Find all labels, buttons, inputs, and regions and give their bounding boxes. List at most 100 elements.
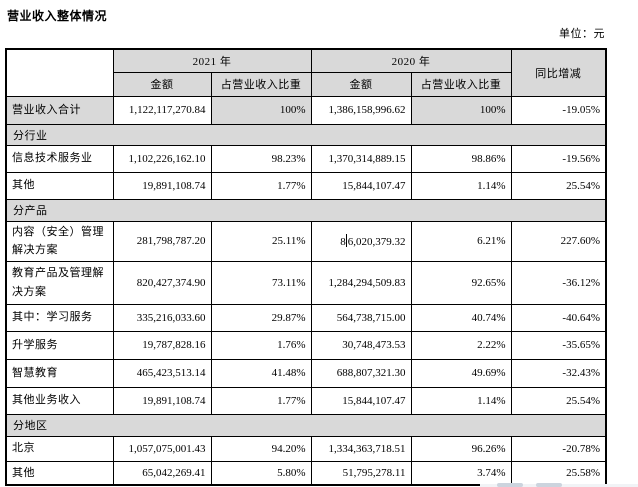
row-label[interactable]: 内容（安全）管理解决方案: [5, 220, 114, 262]
header-yoy[interactable]: 同比增减: [510, 48, 607, 97]
table-row-total: 营业收入合计 1,122,117,270.84 100% 1,386,158,9…: [5, 95, 607, 125]
share-2021[interactable]: 1.77%: [210, 386, 312, 415]
row-label[interactable]: 其他业务收入: [5, 386, 114, 415]
share-2020[interactable]: 1.14%: [410, 171, 512, 200]
share-2021[interactable]: 29.87%: [210, 303, 312, 332]
cutoff-ui-chip: [536, 483, 562, 487]
amount-2021[interactable]: 19,891,108.74: [112, 386, 212, 415]
cutoff-ui-chip: [497, 483, 523, 487]
revenue-table: 2021 年 2020 年 同比增减 金额 占营业收入比重 金额 占营业收入比重…: [5, 48, 607, 486]
amount-2021[interactable]: 1,122,117,270.84: [112, 95, 212, 125]
header-amount-2020[interactable]: 金额: [310, 71, 412, 97]
section-row-industry: 分行业: [5, 123, 607, 146]
section-label[interactable]: 分行业: [5, 123, 607, 146]
row-label[interactable]: 教育产品及管理解决方案: [5, 260, 114, 305]
header-share-2021[interactable]: 占营业收入比重: [210, 71, 312, 97]
yoy-value[interactable]: 25.58%: [510, 460, 607, 486]
yoy-value[interactable]: -19.56%: [510, 144, 607, 173]
share-2020[interactable]: 98.86%: [410, 144, 512, 173]
table-row: 其他 19,891,108.74 1.77% 15,844,107.47 1.1…: [5, 171, 607, 200]
page-title[interactable]: 营业收入整体情况: [7, 9, 108, 23]
header-year-2021[interactable]: 2021 年: [112, 48, 312, 73]
yoy-value[interactable]: 25.54%: [510, 386, 607, 415]
section-label[interactable]: 分产品: [5, 198, 607, 222]
section-label[interactable]: 分地区: [5, 413, 607, 437]
amount-2020[interactable]: 564,738,715.00: [310, 303, 412, 332]
share-2021[interactable]: 73.11%: [210, 260, 312, 305]
share-2021[interactable]: 1.77%: [210, 171, 312, 200]
amount-2021[interactable]: 820,427,374.90: [112, 260, 212, 305]
share-2020[interactable]: 2.22%: [410, 330, 512, 360]
table-row: 其中：学习服务 335,216,033.60 29.87% 564,738,71…: [5, 303, 607, 332]
table-row: 教育产品及管理解决方案 820,427,374.90 73.11% 1,284,…: [5, 260, 607, 305]
amount-2020[interactable]: 688,807,321.30: [310, 358, 412, 388]
share-2020[interactable]: 40.74%: [410, 303, 512, 332]
share-2021[interactable]: 1.76%: [210, 330, 312, 360]
row-label[interactable]: 智慧教育: [5, 358, 114, 388]
table-row: 其他业务收入 19,891,108.74 1.77% 15,844,107.47…: [5, 386, 607, 415]
yoy-value[interactable]: 25.54%: [510, 171, 607, 200]
yoy-value[interactable]: 227.60%: [510, 220, 607, 262]
text-caret: [346, 234, 348, 247]
share-2020[interactable]: 1.14%: [410, 386, 512, 415]
row-label[interactable]: 其他: [5, 171, 114, 200]
amount-2021[interactable]: 281,798,787.20: [112, 220, 212, 262]
share-2020[interactable]: 3.74%: [410, 460, 512, 486]
header-row-measures: 金额 占营业收入比重 金额 占营业收入比重: [6, 71, 606, 97]
table-row: 内容（安全）管理解决方案 281,798,787.20 25.11% 8 6,02…: [5, 220, 607, 262]
table-row: 北京 1,057,075,001.43 94.20% 1,334,363,718…: [5, 435, 607, 462]
share-2021[interactable]: 98.23%: [210, 144, 312, 173]
amount-2020[interactable]: 1,386,158,996.62: [310, 95, 412, 125]
yoy-value[interactable]: -40.64%: [510, 303, 607, 332]
amount-2020[interactable]: 30,748,473.53: [310, 330, 412, 360]
amount-2020[interactable]: 51,795,278.11: [310, 460, 412, 486]
amount-2021[interactable]: 19,787,828.16: [112, 330, 212, 360]
header-amount-2021[interactable]: 金额: [112, 71, 212, 97]
table-row: 智慧教育 465,423,513.14 41.48% 688,807,321.3…: [5, 358, 607, 388]
share-2021[interactable]: 100%: [210, 95, 312, 125]
amount-2020-after-caret: 6,020,379.32: [347, 236, 406, 248]
amount-2021[interactable]: 1,057,075,001.43: [112, 435, 212, 462]
yoy-value[interactable]: -20.78%: [510, 435, 607, 462]
table-row: 升学服务 19,787,828.16 1.76% 30,748,473.53 2…: [5, 330, 607, 360]
amount-2020[interactable]: 1,370,314,889.15: [310, 144, 412, 173]
share-2020[interactable]: 6.21%: [410, 220, 512, 262]
table-row: 信息技术服务业 1,102,226,162.10 98.23% 1,370,31…: [5, 144, 607, 173]
row-label[interactable]: 信息技术服务业: [5, 144, 114, 173]
share-2021[interactable]: 94.20%: [210, 435, 312, 462]
row-label[interactable]: 升学服务: [5, 330, 114, 360]
yoy-value[interactable]: -19.05%: [510, 95, 607, 125]
share-2021[interactable]: 5.80%: [210, 460, 312, 486]
row-label[interactable]: 北京: [5, 435, 114, 462]
amount-2020[interactable]: 15,844,107.47: [310, 171, 412, 200]
share-2020[interactable]: 100%: [410, 95, 512, 125]
row-label[interactable]: 其中：学习服务: [5, 303, 114, 332]
unit-label[interactable]: 单位：元: [559, 28, 605, 40]
amount-2020-with-caret[interactable]: 8 6,020,379.32: [310, 220, 412, 262]
amount-2021[interactable]: 19,891,108.74: [112, 171, 212, 200]
row-label[interactable]: 其他: [5, 460, 114, 486]
share-2021[interactable]: 41.48%: [210, 358, 312, 388]
header-corner-cell[interactable]: [5, 48, 114, 97]
amount-2021[interactable]: 65,042,269.41: [112, 460, 212, 486]
table-row: 其他 65,042,269.41 5.80% 51,795,278.11 3.7…: [5, 460, 607, 486]
amount-2021[interactable]: 465,423,513.14: [112, 358, 212, 388]
amount-2020[interactable]: 15,844,107.47: [310, 386, 412, 415]
row-label[interactable]: 营业收入合计: [5, 95, 114, 125]
amount-2020[interactable]: 1,334,363,718.51: [310, 435, 412, 462]
header-year-2020[interactable]: 2020 年: [310, 48, 512, 73]
share-2021[interactable]: 25.11%: [210, 220, 312, 262]
yoy-value[interactable]: -32.43%: [510, 358, 607, 388]
header-share-2020[interactable]: 占营业收入比重: [410, 71, 512, 97]
share-2020[interactable]: 96.26%: [410, 435, 512, 462]
amount-2020-before-caret: 8: [340, 236, 346, 248]
amount-2021[interactable]: 335,216,033.60: [112, 303, 212, 332]
share-2020[interactable]: 92.65%: [410, 260, 512, 305]
amount-2020[interactable]: 1,284,294,509.83: [310, 260, 412, 305]
section-row-region: 分地区: [5, 413, 607, 437]
amount-2021[interactable]: 1,102,226,162.10: [112, 144, 212, 173]
section-row-product: 分产品: [5, 198, 607, 222]
yoy-value[interactable]: -35.65%: [510, 330, 607, 360]
yoy-value[interactable]: -36.12%: [510, 260, 607, 305]
share-2020[interactable]: 49.69%: [410, 358, 512, 388]
